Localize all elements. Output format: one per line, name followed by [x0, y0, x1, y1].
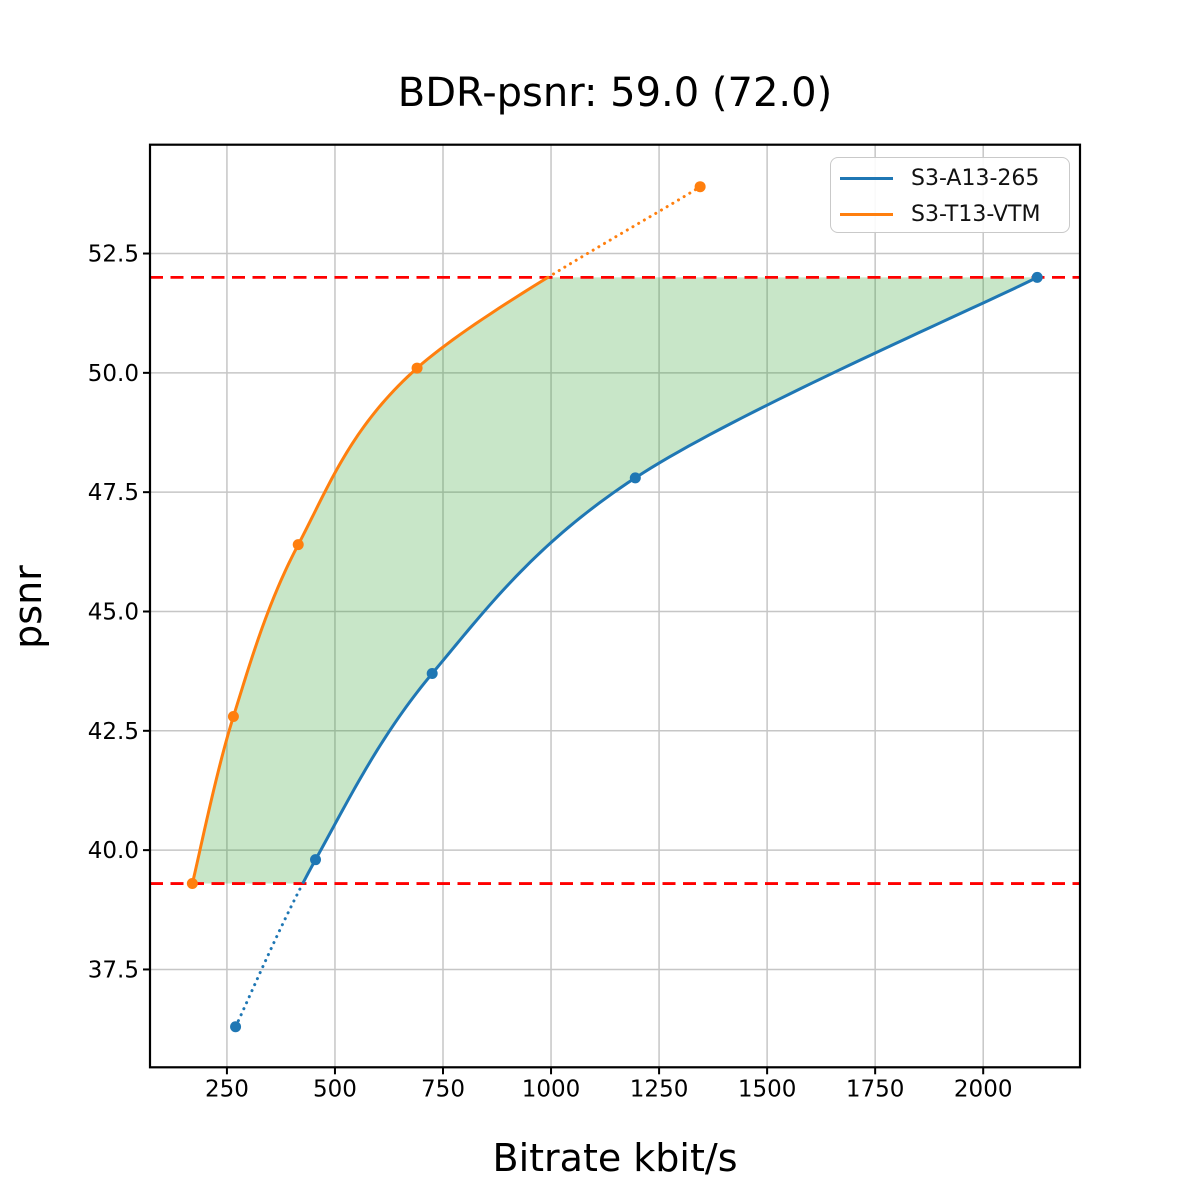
legend-entry: S3-A13-265	[840, 160, 1069, 196]
data-point-S3-A13-265	[1031, 271, 1043, 283]
y-tick-label: 45.0	[88, 599, 139, 625]
legend-entry: S3-T13-VTM	[840, 196, 1069, 232]
y-tick-label: 37.5	[88, 957, 139, 983]
data-point-S3-A13-265	[230, 1021, 242, 1033]
y-tick-label: 47.5	[88, 480, 139, 506]
x-tick-label: 500	[313, 1076, 357, 1102]
series-dotted-line-S3-A13-265	[234, 882, 305, 1029]
legend-line-sample	[840, 212, 893, 216]
x-tick-label: 250	[205, 1076, 249, 1102]
legend: S3-A13-265 S3-T13-VTM	[830, 157, 1070, 233]
x-tick-label: 1750	[846, 1076, 905, 1102]
x-tick-label: 1250	[630, 1076, 689, 1102]
bd-shaded-region	[192, 277, 1038, 884]
y-tick-label: 52.5	[88, 242, 139, 268]
axes-frame	[148, 143, 1082, 1069]
data-point-S3-T13-VTM	[694, 181, 706, 193]
y-axis-label: psnr	[6, 565, 50, 649]
x-tick-label: 2000	[954, 1076, 1013, 1102]
y-tick-label: 40.0	[88, 838, 139, 864]
series-line-S3-T13-VTM	[190, 276, 549, 884]
y-tick-label: 42.5	[88, 719, 139, 745]
x-axis-label: Bitrate kbit/s	[492, 1136, 738, 1180]
x-tick-label: 1000	[522, 1076, 581, 1102]
legend-label: S3-T13-VTM	[911, 201, 1041, 227]
data-point-S3-T13-VTM	[292, 539, 304, 551]
y-tick-label: 50.0	[88, 361, 139, 387]
data-point-S3-A13-265	[629, 472, 641, 484]
data-point-S3-A13-265	[426, 668, 438, 680]
data-point-S3-T13-VTM	[411, 362, 423, 374]
series-line-S3-A13-265	[301, 276, 1038, 885]
legend-label: S3-A13-265	[911, 165, 1040, 191]
x-tick-label: 750	[421, 1076, 465, 1102]
data-point-S3-A13-265	[310, 854, 322, 866]
series-dotted-line-S3-T13-VTM	[546, 185, 702, 279]
chart-title: BDR-psnr: 59.0 (72.0)	[397, 70, 833, 116]
legend-line-sample	[840, 176, 893, 180]
x-tick-label: 1500	[738, 1076, 797, 1102]
data-point-S3-T13-VTM	[186, 878, 198, 890]
data-point-S3-T13-VTM	[227, 710, 239, 722]
